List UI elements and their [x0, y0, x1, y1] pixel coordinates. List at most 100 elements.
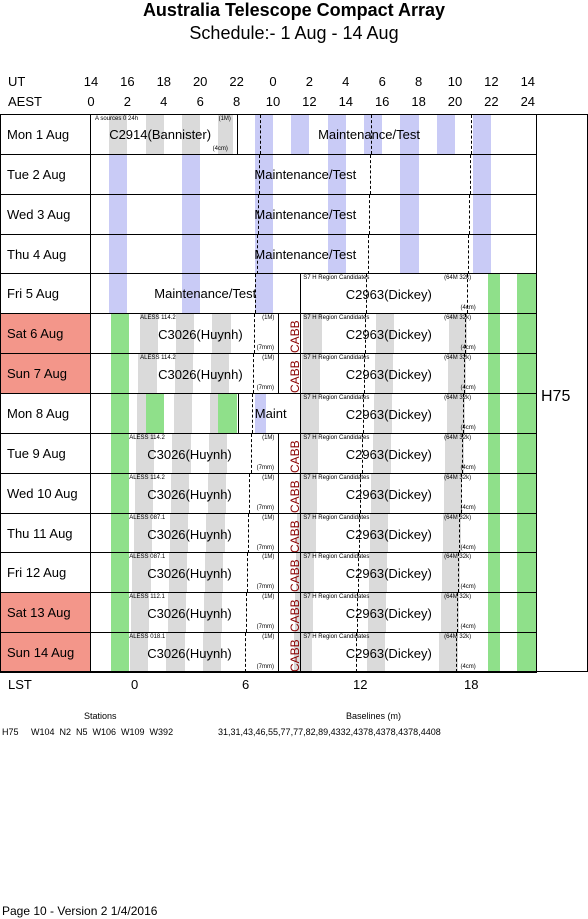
- observing-stripe: [205, 553, 224, 593]
- block-title: C2963(Dickey): [345, 646, 432, 662]
- block-title: C2914(Bannister): [109, 127, 212, 142]
- observing-stripe: [203, 593, 223, 633]
- block-note-top-right: (1M): [218, 116, 231, 122]
- block-divider: [238, 394, 240, 434]
- aest-tick: 20: [447, 94, 463, 109]
- row-day-label: Wed 10 Aug: [0, 473, 91, 513]
- block-note-top-left: S7 H Region Candidates: [303, 355, 370, 362]
- lst-guide-line: [365, 314, 367, 354]
- row-day-label: Tue 2 Aug: [0, 154, 91, 194]
- block-divider: [278, 473, 280, 513]
- block-title: C2963(Dickey): [345, 526, 432, 542]
- block-divider: [278, 433, 280, 473]
- block-divider: [278, 553, 280, 593]
- schedule-row: Fri 5 Aug Maintenance/Test C2963(Dickey) S7…: [0, 273, 537, 314]
- observing-stripe: [370, 513, 389, 553]
- ut-tick: 12: [484, 74, 499, 89]
- observing-stripe: [297, 513, 316, 553]
- observing-stripe: [131, 593, 150, 633]
- green-stripe: [111, 593, 130, 633]
- schedule-row: Sun 14 Aug C3026(Huynh) ALESS 018.1 (1M) (7m…: [0, 632, 537, 673]
- lst-guide-line: [361, 433, 363, 473]
- block-title: C3026(Huynh): [147, 606, 232, 622]
- block-divider: [300, 433, 302, 473]
- array-config-label: H75: [541, 388, 571, 405]
- row-day-label: Mon 1 Aug: [0, 115, 91, 154]
- row-day-label: Sun 7 Aug: [0, 354, 91, 394]
- observing-stripe: [166, 633, 185, 673]
- block-note-top-left: S7 H Region Candidates: [303, 395, 370, 402]
- block-note-bottom-right: (4cm): [460, 425, 476, 432]
- block-note-bottom-right: (7mm): [256, 544, 274, 551]
- aest-tick: 18: [411, 94, 426, 109]
- row-day-label: Tue 9 Aug: [0, 433, 91, 473]
- observing-stripe: [167, 593, 186, 633]
- green-stripe: [145, 394, 164, 434]
- night-stripe: [473, 234, 492, 274]
- green-stripe: [487, 274, 501, 314]
- block-title: Maint: [254, 406, 287, 422]
- lst-guide-line: [460, 473, 462, 513]
- row-day-label: Wed 3 Aug: [0, 194, 91, 234]
- observing-stripe: [145, 115, 164, 154]
- night-stripe: [473, 115, 492, 154]
- ut-tick: 20: [192, 74, 208, 89]
- schedule-row: Mon 8 Aug Maint C2963(Dickey) S7 H Region C…: [0, 393, 537, 434]
- lst-guide-line: [257, 194, 259, 234]
- block-title: C3026(Huynh): [147, 566, 232, 582]
- night-stripe: [182, 274, 201, 314]
- observing-stripe: [367, 593, 386, 633]
- block-title: C3026(Huynh): [158, 327, 243, 343]
- observing-stripe: [440, 593, 459, 633]
- observing-stripe: [175, 314, 195, 354]
- ut-tick: 22: [229, 74, 244, 89]
- baselines-heading: Baselines (m): [346, 711, 402, 721]
- green-stripe: [487, 314, 501, 354]
- observing-stripe: [138, 354, 157, 394]
- block-title: Maintenance/Test: [254, 246, 357, 262]
- night-stripe: [473, 194, 492, 234]
- green-stripe: [516, 553, 537, 593]
- row-day-label: Fri 12 Aug: [0, 553, 91, 593]
- aest-tick: 14: [338, 94, 354, 109]
- lst-guide-line: [371, 115, 373, 154]
- ut-tick: 10: [447, 74, 463, 89]
- ut-tick: 18: [156, 74, 172, 89]
- green-stripe: [111, 354, 130, 394]
- block-note-top-right: (64M 32k): [444, 355, 472, 362]
- schedule-row: Sat 6 Aug C3026(Huynh) ALESS 114.2 (1M) (7mm…: [0, 313, 537, 354]
- block-note-top-left: ALESS 114.2: [129, 474, 165, 481]
- observing-stripe: [372, 433, 391, 473]
- observing-stripe: [376, 314, 395, 354]
- schedule-row: Sat 13 Aug C3026(Huynh) ALESS 112.1 (1M) (7m…: [0, 592, 537, 633]
- observing-stripe: [442, 513, 462, 553]
- block-note-top-right: (1M): [262, 634, 275, 641]
- aest-tick: 4: [160, 94, 168, 109]
- block-note-top-left: S7 H Region Candidates: [303, 554, 370, 561]
- lst-guide-line: [459, 513, 461, 553]
- block-divider: [300, 593, 302, 633]
- block-note-top-right: (1M): [262, 315, 275, 322]
- green-stripe: [516, 354, 537, 394]
- observing-stripe: [129, 633, 149, 673]
- block-title: C3026(Huynh): [147, 526, 232, 542]
- block-note-top-right: (64M 32k): [444, 634, 472, 641]
- block-note-bottom-right: (7mm): [256, 385, 274, 392]
- block-title: C3026(Huynh): [147, 446, 232, 462]
- row-day-label: Thu 11 Aug: [0, 513, 91, 553]
- block-note-bottom-right: (4cm): [460, 385, 476, 392]
- block-note-top-left: S7 H Region Candidates: [303, 634, 370, 641]
- observing-stripe: [174, 354, 193, 394]
- block-note-top-right: (1M): [262, 514, 275, 521]
- night-stripe: [254, 194, 273, 234]
- block-note-top-right: (64M 32k): [444, 554, 472, 561]
- block-note-top-right: (64M 32k): [444, 395, 472, 402]
- block-note-top-left: S7 H Region Candidates: [303, 514, 370, 521]
- block-note-top-right: (1M): [262, 355, 275, 362]
- lst-tick: 18: [464, 677, 479, 692]
- block-divider: [300, 274, 302, 314]
- block-divider: [278, 354, 280, 394]
- green-stripe: [487, 513, 501, 553]
- row-day-label: Mon 8 Aug: [0, 394, 91, 434]
- block-title: Maintenance/Test: [254, 206, 357, 222]
